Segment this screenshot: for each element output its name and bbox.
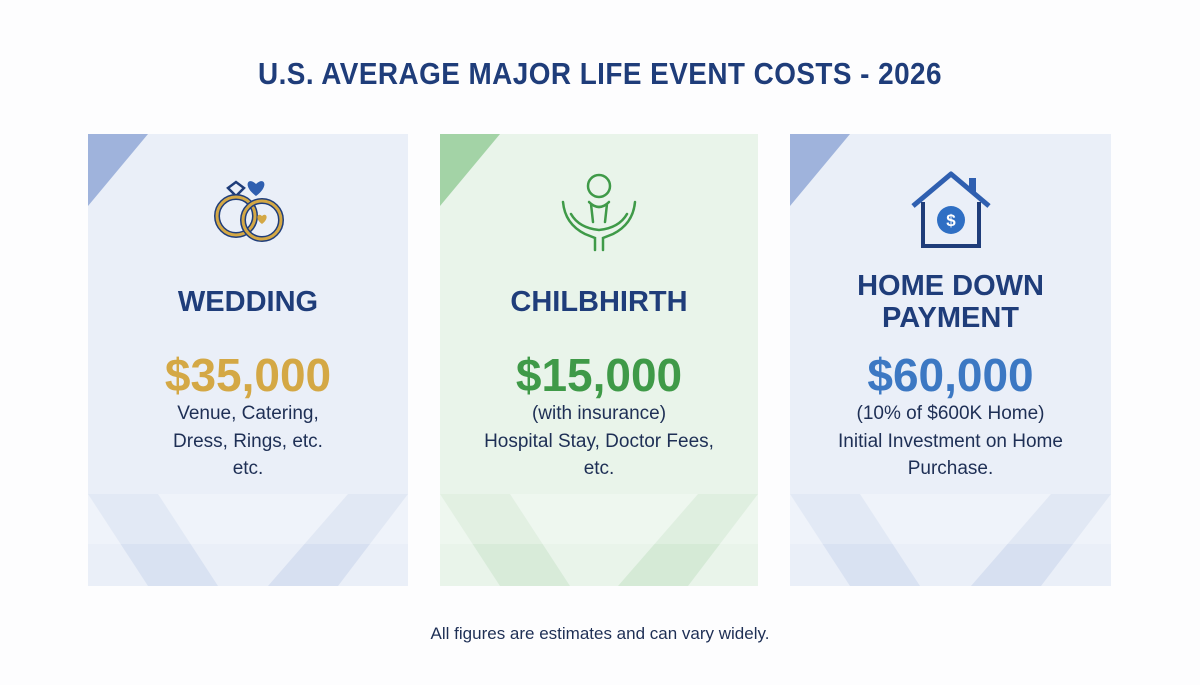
detail-line: Venue, Catering,: [177, 403, 319, 424]
svg-text:$: $: [946, 211, 956, 230]
card-details: (with insurance) Hospital Stay, Doctor Fe…: [440, 400, 758, 483]
wedding-icon: [214, 180, 284, 242]
card-icon: $: [790, 164, 1111, 254]
card-decoration: [790, 134, 1111, 586]
card-amount: $60,000: [867, 349, 1034, 401]
detail-line: Dress, Rings, etc.: [173, 430, 323, 452]
event-card: WEDDING $35,000 Venue, Catering, Dress, Rin…: [88, 134, 408, 586]
card-details: (10% of $600K Home) Initial Investment on…: [790, 400, 1111, 483]
card-icon: [440, 164, 758, 254]
card-label: HOME DOWN PAYMENT: [857, 270, 1044, 334]
event-card: $ HOME DOWN PAYMENT $60,000 (10% of $600K …: [790, 134, 1111, 586]
card-decoration: [88, 134, 408, 586]
event-card: CHILBHIRTH $15,000 (with insurance) Hospita…: [440, 134, 758, 586]
page-title: U.S. AVERAGE MAJOR LIFE EVENT COSTS - 20…: [258, 56, 942, 91]
card-label: WEDDING: [177, 286, 319, 318]
detail-line: Initial Investment on Home: [838, 430, 1063, 452]
childbirth-icon: [561, 173, 637, 252]
home-icon: $: [910, 171, 991, 248]
detail-line: (10% of $600K Home): [856, 403, 1045, 424]
detail-line: etc.: [583, 458, 615, 479]
card-label: CHILBHIRTH: [510, 286, 688, 318]
detail-line: etc.: [232, 458, 264, 479]
card-amount: $15,000: [515, 349, 683, 401]
card-decoration: [440, 134, 758, 586]
detail-line: Hospital Stay, Doctor Fees,: [484, 430, 714, 452]
card-amount: $35,000: [164, 349, 332, 401]
detail-line: (with insurance): [531, 403, 667, 424]
card-details: Venue, Catering, Dress, Rings, etc. etc.: [88, 400, 408, 483]
detail-line: Purchase.: [907, 458, 994, 479]
footnote: All figures are estimates and can vary w…: [430, 624, 770, 643]
card-icon: [88, 164, 408, 254]
